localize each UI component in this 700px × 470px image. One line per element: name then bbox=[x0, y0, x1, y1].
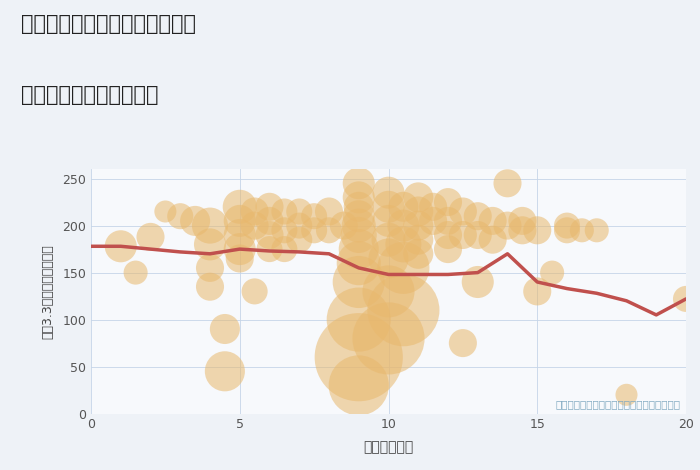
Point bbox=[457, 339, 468, 347]
Point bbox=[353, 245, 364, 253]
Point bbox=[398, 203, 409, 211]
Point bbox=[323, 227, 335, 234]
Point bbox=[249, 222, 260, 229]
Point bbox=[353, 278, 364, 286]
Point bbox=[160, 208, 171, 215]
Point bbox=[234, 245, 246, 253]
Point bbox=[398, 222, 409, 229]
Point bbox=[249, 208, 260, 215]
Point bbox=[219, 368, 230, 375]
Point bbox=[338, 222, 349, 229]
Point bbox=[576, 227, 587, 234]
Point bbox=[457, 231, 468, 239]
Point bbox=[234, 203, 246, 211]
Point bbox=[353, 194, 364, 201]
Point bbox=[353, 259, 364, 267]
Point bbox=[204, 283, 216, 290]
Point bbox=[398, 306, 409, 314]
Point bbox=[294, 222, 305, 229]
Point bbox=[621, 391, 632, 399]
Point bbox=[517, 217, 528, 225]
Point bbox=[383, 335, 394, 342]
Point bbox=[532, 227, 543, 234]
Point bbox=[204, 264, 216, 272]
Point bbox=[234, 255, 246, 262]
Point bbox=[457, 208, 468, 215]
Point bbox=[413, 208, 424, 215]
Point bbox=[413, 250, 424, 258]
Point bbox=[175, 212, 186, 220]
Point bbox=[561, 227, 573, 234]
Point bbox=[487, 217, 498, 225]
Point bbox=[249, 288, 260, 295]
Point bbox=[204, 222, 216, 229]
Y-axis label: 坪（3.3㎡）単価（万円）: 坪（3.3㎡）単価（万円） bbox=[41, 244, 54, 339]
Point bbox=[413, 194, 424, 201]
Point bbox=[353, 222, 364, 229]
Point bbox=[279, 245, 290, 253]
Point bbox=[279, 227, 290, 234]
Point bbox=[472, 231, 483, 239]
Point bbox=[398, 264, 409, 272]
Point bbox=[353, 231, 364, 239]
Point bbox=[413, 236, 424, 243]
Point bbox=[383, 189, 394, 196]
Point bbox=[383, 203, 394, 211]
Point bbox=[591, 227, 602, 234]
Point bbox=[383, 255, 394, 262]
Point bbox=[353, 180, 364, 187]
Point bbox=[517, 227, 528, 234]
Text: 円の大きさは、取引のあった物件面積を示す: 円の大きさは、取引のあった物件面積を示す bbox=[555, 399, 680, 409]
Point bbox=[323, 208, 335, 215]
Point bbox=[294, 208, 305, 215]
Point bbox=[442, 245, 454, 253]
Point bbox=[680, 295, 692, 303]
Point bbox=[547, 269, 558, 276]
Point bbox=[413, 222, 424, 229]
Point bbox=[309, 227, 320, 234]
Point bbox=[234, 231, 246, 239]
Point bbox=[264, 245, 275, 253]
Point bbox=[383, 217, 394, 225]
Point bbox=[442, 198, 454, 206]
Point bbox=[145, 233, 156, 241]
Point bbox=[502, 222, 513, 229]
Point bbox=[442, 217, 454, 225]
Point bbox=[398, 241, 409, 248]
Point bbox=[204, 241, 216, 248]
Point bbox=[279, 208, 290, 215]
Text: 神奈川県横浜市港北区高田西の: 神奈川県横浜市港北区高田西の bbox=[21, 14, 196, 34]
Point bbox=[234, 217, 246, 225]
Point bbox=[487, 236, 498, 243]
Point bbox=[428, 203, 439, 211]
Point bbox=[115, 243, 126, 250]
X-axis label: 駅距離（分）: 駅距離（分） bbox=[363, 440, 414, 454]
Point bbox=[442, 231, 454, 239]
Point bbox=[353, 203, 364, 211]
Point bbox=[353, 212, 364, 220]
Point bbox=[502, 180, 513, 187]
Point bbox=[472, 212, 483, 220]
Point bbox=[309, 212, 320, 220]
Point bbox=[561, 222, 573, 229]
Point bbox=[219, 325, 230, 333]
Text: 駅距離別中古戸建て価格: 駅距離別中古戸建て価格 bbox=[21, 85, 158, 105]
Point bbox=[532, 288, 543, 295]
Point bbox=[353, 316, 364, 323]
Point bbox=[130, 269, 141, 276]
Point bbox=[264, 231, 275, 239]
Point bbox=[353, 353, 364, 361]
Point bbox=[472, 278, 483, 286]
Point bbox=[190, 217, 201, 225]
Point bbox=[294, 236, 305, 243]
Point bbox=[353, 382, 364, 389]
Point bbox=[383, 236, 394, 243]
Point bbox=[264, 217, 275, 225]
Point bbox=[264, 203, 275, 211]
Point bbox=[383, 288, 394, 295]
Point bbox=[428, 217, 439, 225]
